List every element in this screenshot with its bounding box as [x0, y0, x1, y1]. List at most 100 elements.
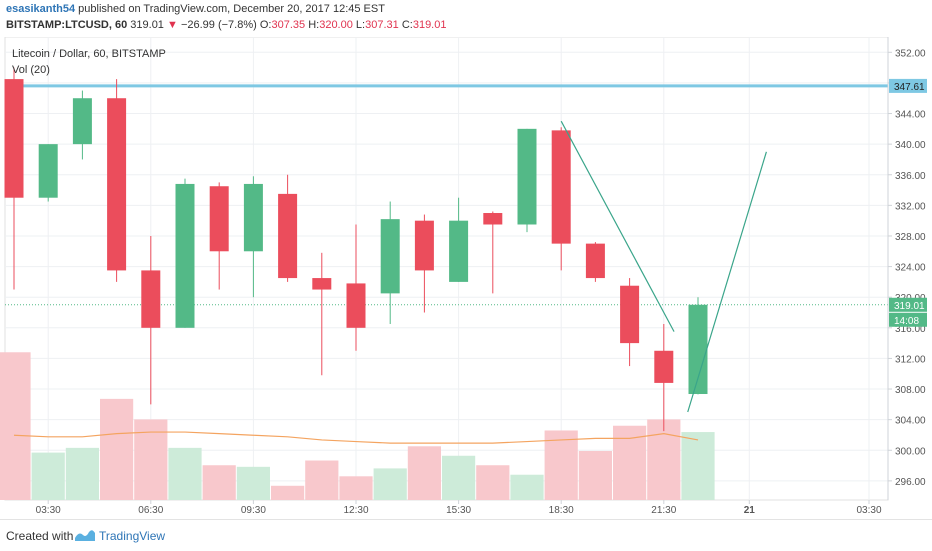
price-tick-label: 328.00: [895, 232, 926, 243]
volume-bar: [578, 451, 612, 500]
volume-bars: [0, 352, 715, 500]
time-tick-label: 03:30: [856, 505, 881, 516]
candle-down: [312, 278, 332, 290]
close-value: 319.01: [412, 19, 447, 31]
price-tick-label: 316.00: [895, 324, 926, 335]
open-label: O:: [259, 19, 272, 31]
price-tick-label: 344.00: [895, 110, 926, 121]
price-tick-label: 336.00: [895, 171, 926, 182]
low-label: L:: [355, 19, 366, 31]
time-tick-label: 03:30: [36, 505, 61, 516]
volume-bar: [0, 352, 31, 500]
bar-countdown-label-bg: [889, 312, 927, 327]
price-tick-label: 300.00: [895, 446, 926, 457]
candle-up: [38, 144, 58, 198]
price-tick-label: 296.00: [895, 477, 926, 488]
time-tick-label: 06:30: [138, 505, 163, 516]
volume-bar: [647, 419, 681, 500]
volume-ma-line: [13, 431, 699, 444]
candle-up: [380, 219, 400, 294]
tradingview-link[interactable]: TradingView: [99, 529, 166, 543]
open-value: 307.35: [271, 19, 306, 31]
price-tick-label: 340.00: [895, 140, 926, 151]
volume-bar: [168, 447, 202, 500]
candle-down: [209, 186, 229, 252]
hline-price-label: 347.61: [894, 82, 925, 93]
candle-down: [4, 79, 24, 198]
volume-bar: [202, 465, 236, 500]
candle-down: [414, 220, 434, 271]
candle-down: [551, 130, 571, 244]
tradingview-logo-icon[interactable]: [74, 528, 96, 542]
price-tick-label: 332.00: [895, 201, 926, 212]
volume-bar: [339, 476, 373, 500]
volume-bar: [407, 446, 441, 500]
time-axis[interactable]: 03:30 06:30 09:30 12:30 15:30 18:30 21:30 21 03:…: [36, 500, 882, 516]
candle-up: [175, 183, 195, 328]
price-badges: 347.61 319.01 14:08: [889, 78, 927, 327]
price-axis[interactable]: 352.00348.00344.00340.00336.00332.00328.…: [887, 37, 926, 500]
publish-info: esasikanth54 published on TradingView.co…: [6, 3, 385, 15]
footer: Created with TradingView: [0, 519, 932, 551]
price-change: −26.99 (−7.8%): [180, 19, 257, 31]
volume-bar: [476, 465, 510, 500]
volume-bar: [65, 447, 99, 500]
author-link[interactable]: esasikanth54: [6, 3, 76, 15]
price-tick-label: 308.00: [895, 385, 926, 396]
candle-up: [243, 183, 263, 252]
high-label: H:: [308, 19, 320, 31]
candle-down: [107, 98, 127, 271]
price-tick-label: 324.00: [895, 263, 926, 274]
volume-bar: [31, 452, 65, 500]
volume-bar: [100, 398, 134, 500]
trend-line: [687, 151, 767, 413]
candles: [4, 67, 708, 432]
candle-down: [620, 285, 640, 344]
volume-bar: [681, 432, 715, 500]
time-tick-label: 12:30: [343, 505, 368, 516]
published-text: published on TradingView.com, December 2…: [78, 3, 385, 15]
volume-bar: [271, 485, 305, 500]
candle-down: [278, 193, 298, 279]
time-tick-label: 21:30: [651, 505, 676, 516]
time-tick-label: 15:30: [446, 505, 471, 516]
chart-area[interactable]: 352.00348.00344.00340.00336.00332.00328.…: [0, 36, 932, 519]
candle-down: [346, 283, 366, 328]
volume-bar: [442, 455, 476, 500]
candle-down: [654, 350, 674, 383]
close-label: C:: [401, 19, 413, 31]
time-tick-label: 18:30: [549, 505, 574, 516]
symbol-label: BITSTAMP:LTCUSD, 60: [6, 19, 128, 31]
candle-up: [449, 220, 469, 282]
down-arrow-icon: ▼: [167, 19, 178, 31]
candle-up: [517, 128, 537, 225]
volume-bar: [544, 430, 578, 500]
candle-up: [688, 304, 708, 395]
created-with-text: Created with: [6, 529, 74, 543]
candle-down: [585, 243, 605, 279]
trend-line: [560, 120, 675, 332]
volume-bar: [373, 468, 407, 500]
bar-countdown-label: 14:08: [894, 316, 919, 327]
symbol-quote-line: BITSTAMP:LTCUSD, 60 319.01 ▼ −26.99 (−7.…: [6, 19, 446, 31]
volume-bar: [510, 474, 544, 500]
candlestick-chart[interactable]: 352.00348.00344.00340.00336.00332.00328.…: [0, 36, 932, 519]
last-price-label: 319.01: [894, 301, 925, 312]
legend-volume: Vol (20): [12, 64, 50, 76]
low-value: 307.31: [365, 19, 399, 31]
candle-up: [72, 98, 92, 145]
last-price: 319.01: [130, 19, 164, 31]
legend-title: Litecoin / Dollar, 60, BITSTAMP: [12, 48, 166, 60]
price-tick-label: 304.00: [895, 416, 926, 427]
trend-lines[interactable]: [560, 120, 767, 413]
candle-down: [141, 270, 161, 328]
price-tick-label: 352.00: [895, 48, 926, 59]
hline-price-label-bg: [889, 78, 927, 93]
candle-down: [483, 213, 503, 225]
volume-bar: [236, 466, 270, 500]
high-value: 320.00: [319, 19, 353, 31]
time-tick-label: 21: [744, 505, 756, 516]
price-tick-label: 312.00: [895, 354, 926, 365]
time-tick-label: 09:30: [241, 505, 266, 516]
volume-bar: [305, 460, 339, 500]
